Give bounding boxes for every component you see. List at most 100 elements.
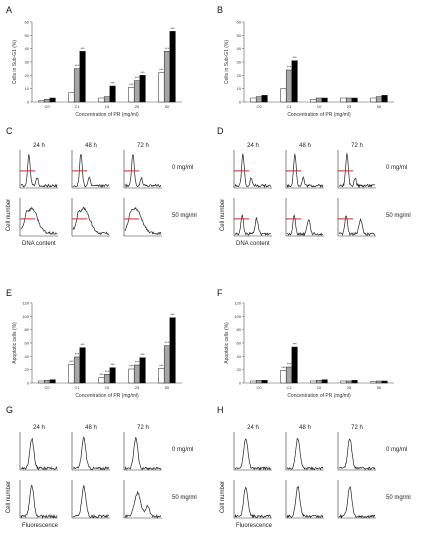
significance-marker-a: ***: [170, 27, 175, 31]
x-axis-label-e: Concentration of PR (mg/ml): [75, 393, 139, 399]
bar-f: [381, 380, 388, 384]
bar-b: [250, 97, 257, 103]
bar-e: [109, 367, 116, 384]
bar-a: [79, 51, 86, 103]
histogram-trace-d: [234, 153, 272, 189]
histogram-trace-d: [234, 214, 272, 236]
time-label-g: 24 h: [33, 425, 45, 431]
y-tick-label-a: 20: [25, 73, 30, 78]
bar-f: [375, 380, 383, 384]
panel-label-d: D: [217, 126, 224, 136]
category-label-a: C0: [44, 104, 50, 109]
histogram-panel-c: 24 h 48 h 72 h 0 mg/ml 50 mg/ml Cell number DN…: [6, 143, 197, 247]
y-axis-label-a: Cells in Sub-G1 (%): [12, 40, 18, 85]
dose-label-c: 0 mg/ml: [172, 165, 193, 171]
bar-e: [43, 380, 51, 384]
histogram-trace-h: [234, 486, 272, 519]
bar-f: [280, 370, 287, 384]
y-tick-label-f: 0: [239, 381, 242, 386]
significance-marker-a: ***: [110, 82, 115, 86]
y-tick-label-e: 80: [25, 327, 30, 332]
bar-f: [255, 380, 263, 384]
bar-b: [310, 99, 317, 103]
histogram-trace-h: [234, 438, 272, 471]
y-tick-label-f: 80: [237, 327, 242, 332]
bar-a: [68, 92, 75, 103]
significance-marker-a: ***: [140, 71, 145, 75]
bar-b: [280, 88, 287, 103]
dose-label-d: 50 mg/ml: [386, 213, 411, 219]
histogram-trace-g: [20, 484, 58, 519]
bar-e: [128, 368, 135, 384]
category-label-f: 50: [377, 385, 382, 390]
category-label-a: 10: [105, 104, 110, 109]
y-tick-label-a: 0: [27, 100, 30, 105]
dose-label-h: 50 mg/ml: [386, 495, 411, 501]
bar-f: [310, 380, 317, 384]
category-label-f: C0: [256, 385, 262, 390]
category-label-a: 25: [135, 104, 140, 109]
bar-a: [103, 96, 111, 103]
histogram-trace-c: [20, 154, 58, 189]
bar-b: [370, 97, 377, 103]
y-axis-label-b: Cells in Sub-G1 (%): [224, 40, 230, 85]
significance-marker-e: ***: [80, 343, 85, 347]
significance-marker-a: ***: [135, 76, 140, 80]
histogram-trace-h: [286, 485, 324, 519]
y-tick-label-b: 30: [237, 60, 242, 65]
bar-e: [139, 357, 146, 384]
hist-x-label-g: Fluorescence: [22, 523, 59, 529]
bar-b: [340, 97, 347, 103]
bar-f: [351, 380, 358, 384]
bar-f: [370, 381, 377, 384]
time-label-h: 48 h: [299, 425, 311, 431]
bar-f: [261, 380, 268, 384]
time-label-h: 24 h: [247, 425, 259, 431]
bar-a: [49, 97, 56, 103]
y-tick-label-b: 50: [237, 33, 242, 38]
time-label-g: 48 h: [85, 425, 97, 431]
histogram-trace-c: [72, 153, 110, 188]
y-tick-label-e: 100: [22, 314, 29, 319]
time-label-h: 72 h: [351, 425, 363, 431]
histogram-trace-g: [72, 435, 110, 471]
bar-e: [133, 364, 141, 384]
panel-label-f: F: [217, 288, 223, 298]
bar-e: [103, 374, 111, 384]
significance-marker-b: ***: [292, 56, 297, 60]
category-label-e: C1: [74, 385, 80, 390]
dose-label-g: 50 mg/ml: [172, 495, 197, 501]
y-axis-label-e: Apoptotic cells (%): [12, 322, 18, 364]
histogram-trace-g: [20, 437, 58, 471]
bar-e: [169, 317, 176, 384]
x-axis-label-a: Concentration of PR (mg/ml): [75, 112, 139, 118]
time-label-c: 48 h: [85, 143, 97, 149]
histogram-trace-c: [20, 206, 58, 235]
significance-marker-e: ***: [129, 365, 134, 369]
bar-e: [158, 368, 165, 384]
panel-label-c: C: [6, 126, 13, 136]
significance-marker-e: ***: [105, 370, 110, 374]
dose-label-d: 0 mg/ml: [386, 165, 407, 171]
bar-b: [351, 97, 358, 103]
y-tick-label-f: 20: [237, 367, 242, 372]
bar-a: [98, 97, 105, 103]
bar-e: [38, 380, 45, 384]
significance-marker-f: ***: [281, 366, 286, 370]
bar-a: [139, 75, 146, 103]
time-label-c: 24 h: [33, 143, 45, 149]
histogram-trace-h: [286, 437, 324, 471]
bar-b: [381, 95, 388, 103]
category-label-e: 10: [105, 385, 110, 390]
y-tick-label-b: 0: [239, 100, 242, 105]
y-tick-label-b: 40: [237, 46, 242, 51]
histogram-trace-h: [338, 486, 376, 519]
bar-f: [340, 380, 347, 384]
y-tick-label-a: 60: [25, 20, 30, 25]
x-axis-label-f: Concentration of PR (mg/ml): [287, 393, 351, 399]
category-label-e: 50: [165, 385, 170, 390]
histogram-panel-g: 24 h 48 h 72 h 0 mg/ml 50 mg/ml Cell number Fl…: [6, 425, 197, 529]
significance-marker-a: ***: [75, 64, 80, 68]
significance-marker-e: ***: [110, 363, 115, 367]
